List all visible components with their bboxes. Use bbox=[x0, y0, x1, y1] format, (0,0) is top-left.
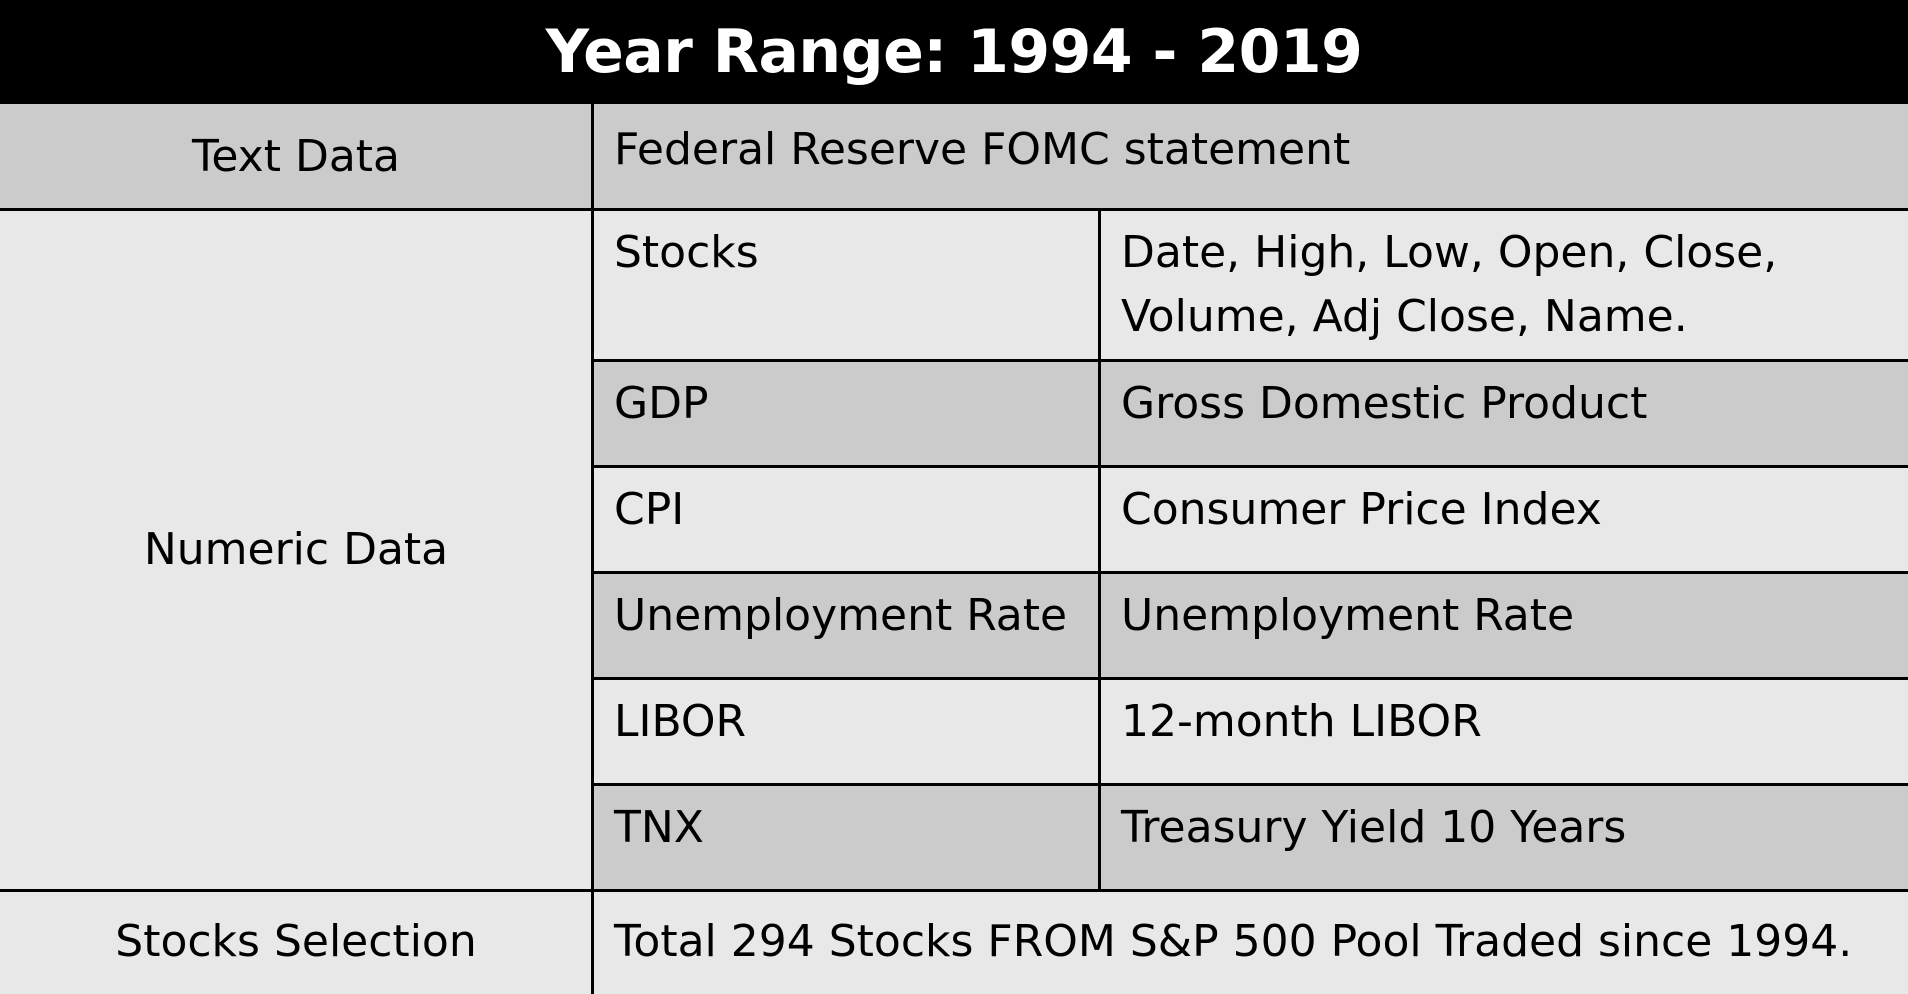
numeric-data-label: Numeric Data bbox=[0, 209, 592, 890]
divider-below-text-data bbox=[0, 208, 1908, 211]
numeric-row-desc-tnx: Treasury Yield 10 Years bbox=[1099, 784, 1908, 890]
divider-below-stocks bbox=[592, 359, 1908, 362]
text-data-value: Federal Reserve FOMC statement bbox=[592, 104, 1908, 209]
divider-below-unemployment bbox=[592, 677, 1908, 680]
divider-below-gdp bbox=[592, 465, 1908, 468]
numeric-row-name-libor: LIBOR bbox=[592, 678, 1099, 784]
numeric-row-desc-unemployment: Unemployment Rate bbox=[1099, 572, 1908, 678]
divider-below-numeric-data bbox=[0, 889, 1908, 892]
numeric-row-name-cpi: CPI bbox=[592, 466, 1099, 572]
table-title: Year Range: 1994 - 2019 bbox=[0, 0, 1908, 104]
numeric-row-name-tnx: TNX bbox=[592, 784, 1099, 890]
numeric-row-desc-libor: 12-month LIBOR bbox=[1099, 678, 1908, 784]
text-data-label: Text Data bbox=[0, 104, 592, 209]
numeric-row-desc-gdp: Gross Domestic Product bbox=[1099, 360, 1908, 466]
numeric-row-name-gdp: GDP bbox=[592, 360, 1099, 466]
divider-below-cpi bbox=[592, 571, 1908, 574]
stocks-fields-line-2: Volume, Adj Close, Name. bbox=[1121, 291, 1688, 342]
numeric-row-desc-cpi: Consumer Price Index bbox=[1099, 466, 1908, 572]
stocks-fields-line-1: Date, High, Low, Open, Close, bbox=[1121, 227, 1778, 278]
stocks-selection-label: Stocks Selection bbox=[0, 890, 592, 994]
divider-below-libor bbox=[592, 783, 1908, 786]
stocks-selection-value: Total 294 Stocks FROM S&P 500 Pool Trade… bbox=[592, 890, 1908, 994]
numeric-row-name-stocks: Stocks bbox=[592, 209, 1099, 360]
numeric-row-name-unemployment: Unemployment Rate bbox=[592, 572, 1099, 678]
numeric-row-desc-stocks: Date, High, Low, Open, Close, Volume, Ad… bbox=[1099, 209, 1908, 360]
column-divider-numeric bbox=[1098, 209, 1101, 890]
column-divider-main bbox=[591, 104, 594, 994]
